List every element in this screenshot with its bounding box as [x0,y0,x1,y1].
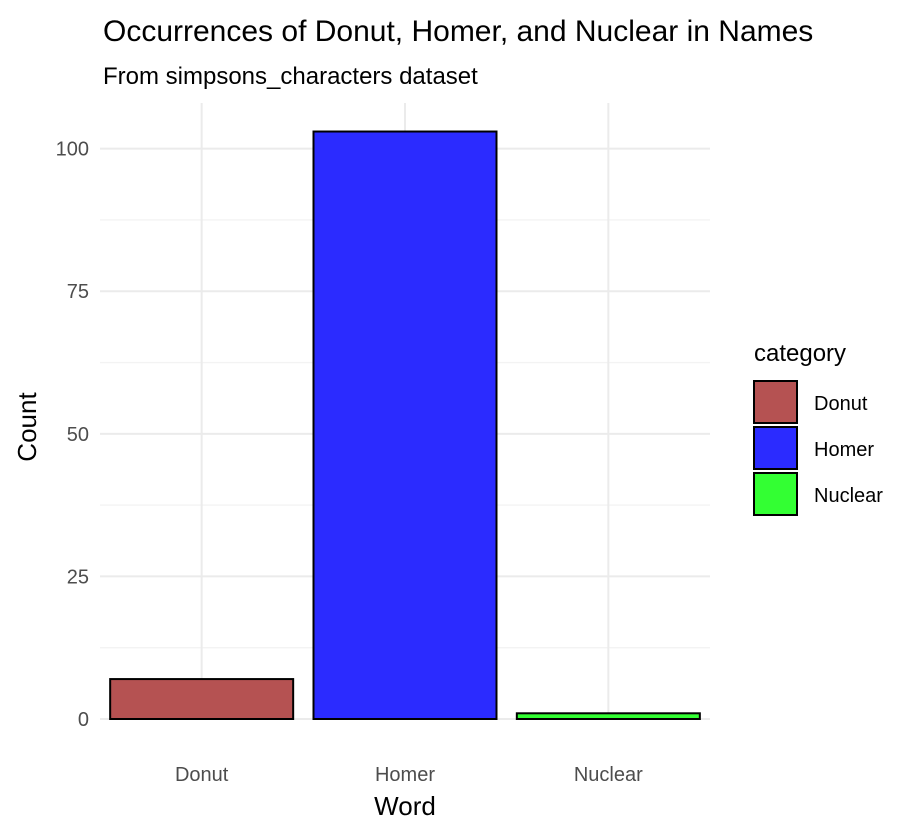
y-axis-title: Count [12,392,42,462]
x-axis-title: Word [374,791,436,821]
legend: category Donut Homer Nuclear [753,340,883,516]
x-tick-label: Nuclear [574,764,643,786]
y-tick-label: 100 [56,139,89,161]
legend-label: Nuclear [814,485,883,507]
y-tick-label: 75 [67,281,89,303]
y-axis-tick-labels: 0 25 50 75 100 [56,139,89,731]
x-tick-label: Homer [375,764,435,786]
legend-label: Donut [814,393,868,415]
legend-swatch-donut [753,380,798,424]
legend-swatch-nuclear [753,472,798,516]
bar-homer [312,130,498,721]
legend-label: Homer [814,439,874,461]
y-tick-label: 25 [67,566,89,588]
x-tick-label: Donut [175,764,229,786]
chart-title: Occurrences of Donut, Homer, and Nuclear… [103,15,813,48]
x-axis-tick-labels: Donut Homer Nuclear [175,764,643,786]
legend-swatch-homer [753,426,798,470]
legend-title: category [754,340,846,367]
bar-donut [109,678,295,721]
y-tick-label: 0 [78,709,89,731]
bar-nuclear [515,712,701,721]
bars [109,130,701,721]
y-tick-label: 50 [67,424,89,446]
chart-subtitle: From simpsons_characters dataset [103,63,478,90]
